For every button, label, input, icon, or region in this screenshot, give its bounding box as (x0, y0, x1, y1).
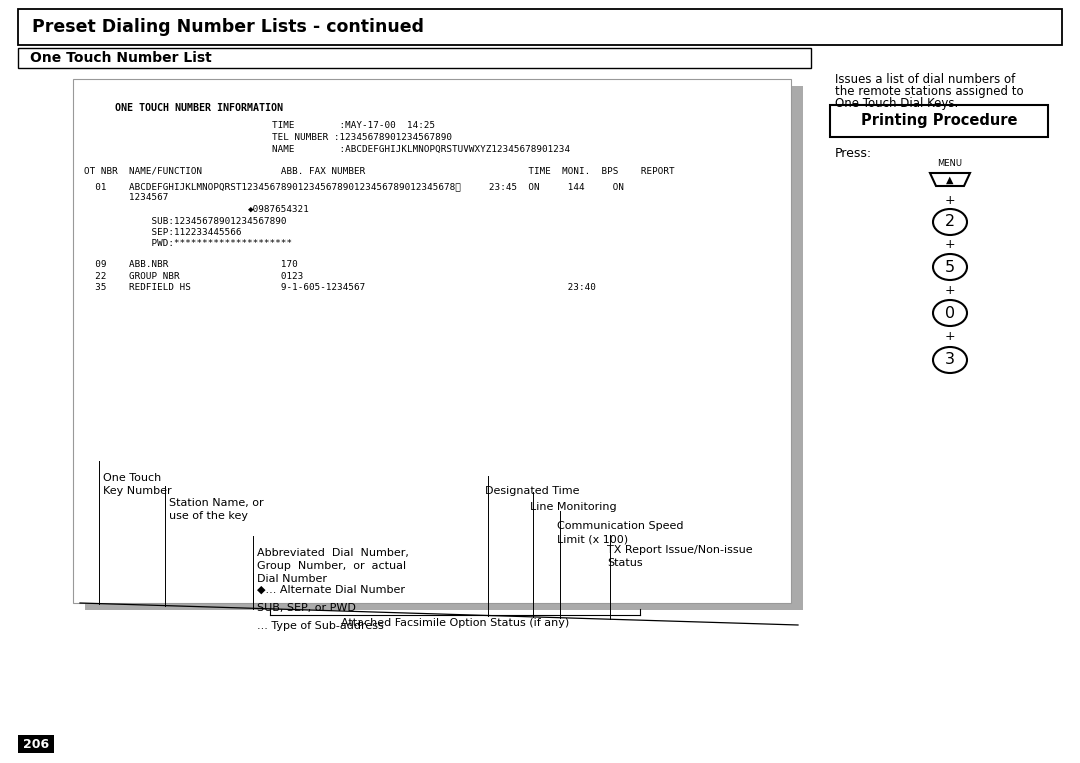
Text: 3: 3 (945, 353, 955, 368)
Text: Attached Facsimile Option Status (if any): Attached Facsimile Option Status (if any… (341, 618, 569, 628)
Text: Preset Dialing Number Lists - continued: Preset Dialing Number Lists - continued (32, 18, 424, 36)
FancyBboxPatch shape (831, 105, 1048, 137)
FancyBboxPatch shape (18, 9, 1062, 45)
Text: +: + (945, 194, 956, 207)
Text: One Touch Dial Keys.: One Touch Dial Keys. (835, 97, 958, 110)
Text: 206: 206 (23, 738, 49, 751)
Text: the remote stations assigned to: the remote stations assigned to (835, 85, 1024, 98)
Text: PWD:*********************: PWD:********************* (84, 240, 292, 249)
Text: Issues a list of dial numbers of: Issues a list of dial numbers of (835, 73, 1015, 86)
FancyBboxPatch shape (18, 735, 54, 753)
Text: 09    ABB.NBR                    170: 09 ABB.NBR 170 (84, 260, 298, 269)
Text: TX Report Issue/Non-issue
Status: TX Report Issue/Non-issue Status (607, 545, 753, 568)
Text: NAME        :ABCDEFGHIJKLMNOPQRSTUVWXYZ12345678901234: NAME :ABCDEFGHIJKLMNOPQRSTUVWXYZ12345678… (272, 145, 570, 154)
Text: 1234567: 1234567 (84, 194, 168, 202)
Text: SUB:12345678901234567890: SUB:12345678901234567890 (84, 217, 286, 226)
Text: Press:: Press: (835, 147, 873, 160)
Text: ONE TOUCH NUMBER INFORMATION: ONE TOUCH NUMBER INFORMATION (114, 103, 283, 113)
Ellipse shape (933, 209, 967, 235)
FancyBboxPatch shape (18, 48, 811, 68)
Text: 35    REDFIELD HS                9-1-605-1234567                                : 35 REDFIELD HS 9-1-605-1234567 (84, 283, 596, 292)
Text: 2: 2 (945, 214, 955, 230)
Ellipse shape (933, 347, 967, 373)
Text: 22    GROUP NBR                  0123: 22 GROUP NBR 0123 (84, 272, 303, 281)
Text: +: + (945, 239, 956, 252)
Ellipse shape (933, 300, 967, 326)
Text: 01    ABCDEFGHIJKLMNOPQRST12345678901234567890123456789012345678࢐     23:45  ON : 01 ABCDEFGHIJKLMNOPQRST12345678901234567… (84, 182, 624, 191)
Text: +: + (945, 330, 956, 343)
FancyBboxPatch shape (73, 79, 791, 603)
Text: OT NBR  NAME/FUNCTION              ABB. FAX NUMBER                             T: OT NBR NAME/FUNCTION ABB. FAX NUMBER T (84, 167, 675, 176)
FancyBboxPatch shape (85, 86, 804, 610)
Text: ◆... Alternate Dial Number: ◆... Alternate Dial Number (257, 585, 405, 595)
Text: ▲: ▲ (946, 175, 954, 185)
Text: MENU: MENU (937, 159, 962, 168)
Text: TIME        :MAY-17-00  14:25: TIME :MAY-17-00 14:25 (272, 121, 435, 130)
Text: SUB, SEP, or PWD: SUB, SEP, or PWD (257, 603, 356, 613)
Text: Abbreviated  Dial  Number,
Group  Number,  or  actual
Dial Number: Abbreviated Dial Number, Group Number, o… (257, 548, 409, 584)
Text: +: + (945, 284, 956, 297)
Text: Station Name, or
use of the key: Station Name, or use of the key (168, 498, 264, 521)
Text: Printing Procedure: Printing Procedure (861, 114, 1017, 128)
Text: One Touch Number List: One Touch Number List (30, 51, 212, 65)
Polygon shape (930, 173, 970, 186)
Text: TEL NUMBER :12345678901234567890: TEL NUMBER :12345678901234567890 (272, 133, 453, 142)
Text: ◆0987654321: ◆0987654321 (248, 205, 310, 214)
Text: 5: 5 (945, 259, 955, 275)
Text: SEP:112233445566: SEP:112233445566 (84, 228, 242, 237)
Text: Designated Time: Designated Time (485, 486, 580, 496)
Text: ... Type of Sub-address: ... Type of Sub-address (257, 621, 383, 631)
Text: 0: 0 (945, 305, 955, 320)
Text: Line Monitoring: Line Monitoring (530, 502, 617, 512)
Ellipse shape (933, 254, 967, 280)
Text: One Touch
Key Number: One Touch Key Number (103, 473, 172, 496)
Text: Communication Speed
Limit (x 100): Communication Speed Limit (x 100) (557, 521, 684, 544)
